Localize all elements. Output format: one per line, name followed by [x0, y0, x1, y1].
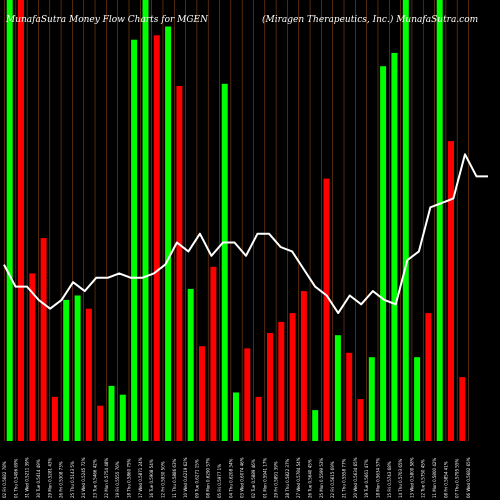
grid-layer — [4, 0, 469, 441]
tick-layer: 02 Fri 0.5682 78% 01 Thu 0.5496 69% 31 Wed… — [2, 457, 471, 498]
x-tick-label: 31 Wed 0.5211 39% — [25, 457, 30, 498]
x-tick-label: 17 Wed 0.5871 24% — [138, 457, 143, 498]
x-tick-label: 10 Wed 0.6219 62% — [183, 457, 188, 498]
x-tick-label: 11 Mon 0.5800 42% — [432, 458, 437, 498]
x-tick-label: 30 Tue 0.5414 49% — [36, 459, 41, 498]
x-tick-label: 20 Wed 0.5634 65% — [353, 457, 358, 498]
money-flow-bar — [142, 0, 149, 441]
x-tick-label: 25 Mon 0.5599 53% — [319, 458, 324, 498]
money-flow-bar — [267, 333, 273, 441]
money-flow-bar — [289, 313, 296, 441]
money-flow-bar — [51, 396, 58, 441]
money-flow-bar — [97, 405, 104, 441]
money-flow-bar — [153, 35, 160, 442]
money-flow-bar — [391, 52, 398, 442]
x-tick-label: 02 Fri 0.5682 78% — [2, 461, 7, 498]
money-flow-bar — [346, 352, 353, 441]
price-line — [3, 153, 488, 315]
x-tick-label: 05 Fri 0.5977 1% — [217, 464, 222, 498]
money-flow-bar — [233, 392, 239, 441]
x-tick-label: 15 Fri 0.5743 68% — [387, 461, 392, 498]
money-flow-bar — [312, 410, 319, 441]
x-tick-label: 08 Fri 0.5854 41% — [443, 461, 448, 498]
money-flow-bar — [18, 0, 24, 441]
money-flow-bar — [119, 394, 126, 441]
money-flow-bar — [108, 385, 115, 441]
x-tick-label: 19 Tue 0.5661 47% — [364, 459, 369, 498]
x-tick-label: 08 Mon 0.6290 57% — [206, 458, 211, 498]
x-tick-label: 23 Tue 0.5466 42% — [93, 459, 98, 498]
x-tick-label: 24 Wed 0.5245 72% — [81, 457, 86, 498]
money-flow-bar — [199, 346, 205, 441]
x-tick-label: 26 Fri 0.5308 73% — [59, 461, 64, 498]
chart-title-left: MunafaSutra Money Flow Charts for MGEN — [5, 15, 209, 25]
x-tick-label: 19 Fri 0.5555 76% — [115, 461, 120, 498]
x-tick-label: 22 Fri 0.5615 69% — [330, 461, 335, 498]
x-tick-label: 22 Mon 0.5754 48% — [104, 458, 109, 498]
x-tick-label: 04 Thu 0.6208 34% — [228, 458, 233, 498]
x-tick-label: 09 Tue 0.6271 15% — [194, 459, 199, 498]
x-tick-label: 12 Fri 0.5930 50% — [160, 461, 165, 498]
money-flow-bar — [131, 39, 138, 441]
x-tick-label: 01 Mon 0.5941 17% — [262, 458, 267, 498]
x-tick-label: 21 Thu 0.5558 77% — [342, 458, 347, 498]
money-flow-bar — [165, 26, 172, 441]
x-tick-label: 26 Tue 0.5640 45% — [308, 459, 313, 498]
money-flow-bar — [357, 399, 364, 441]
x-tick-label: 07 Thu 0.5795 55% — [455, 458, 460, 498]
money-flow-bar — [380, 66, 387, 441]
money-flow-bar — [436, 0, 443, 441]
x-tick-label: 13 Wed 0.5800 58% — [409, 457, 414, 498]
money-flow-bar — [74, 295, 81, 441]
chart-title-right: (Miragen Therapeutics, Inc.) MunafaSutra… — [262, 14, 478, 25]
money-flow-bar — [402, 0, 409, 441]
x-tick-label: 25 Thu 0.5143 5% — [70, 461, 75, 498]
money-flow-bar — [278, 321, 285, 441]
money-flow-bar — [63, 299, 70, 441]
x-tick-label: 18 Mon 0.5634 57% — [376, 458, 381, 498]
x-tick-label: 29 Mon 0.5281 43% — [47, 458, 52, 498]
money-flow-bar — [187, 288, 194, 441]
money-flow-bar — [255, 396, 262, 441]
money-flow-bar — [459, 377, 466, 441]
x-tick-label: 28 Thu 0.5822 37% — [285, 458, 290, 498]
money-flow-bar — [210, 266, 217, 441]
money-flow-bar — [221, 83, 228, 442]
x-tick-label: 16 Tue 0.5908 54% — [149, 459, 154, 498]
money-flow-bar — [29, 273, 36, 441]
x-tick-label: 06 Wed 0.5682 65% — [466, 457, 471, 498]
x-tick-label: 27 Wed 0.5784 54% — [296, 457, 301, 498]
x-tick-label: 29 Fri 0.5891 39% — [274, 461, 279, 498]
money-flow-bar — [448, 141, 454, 441]
money-flow-bar — [334, 335, 341, 441]
x-tick-label: 03 Wed 0.6074 46% — [240, 457, 245, 498]
x-tick-label: 11 Thu 0.5886 63% — [172, 458, 177, 498]
x-tick-label: 01 Thu 0.5496 69% — [13, 458, 18, 498]
money-flow-bar — [176, 86, 183, 441]
money-flow-bar — [6, 0, 13, 441]
money-flow-bar — [85, 308, 92, 441]
x-tick-label: 14 Thu 0.5703 65% — [398, 458, 403, 498]
money-flow-bar — [323, 178, 330, 441]
money-flow-bar — [425, 313, 432, 441]
money-flow-bar — [368, 357, 375, 441]
x-tick-label: 18 Thu 0.5860 75% — [127, 458, 132, 498]
money-flow-bar — [244, 348, 251, 441]
money-flow-bar — [300, 291, 307, 441]
x-tick-label: 02 Tue 0.5889 46% — [251, 459, 256, 498]
money-flow-bar — [40, 238, 47, 441]
bar-layer — [6, 0, 466, 442]
x-tick-label: 12 Tue 0.5750 45% — [421, 459, 426, 498]
price-line-layer — [3, 153, 488, 315]
money-flow-bar — [414, 357, 421, 441]
